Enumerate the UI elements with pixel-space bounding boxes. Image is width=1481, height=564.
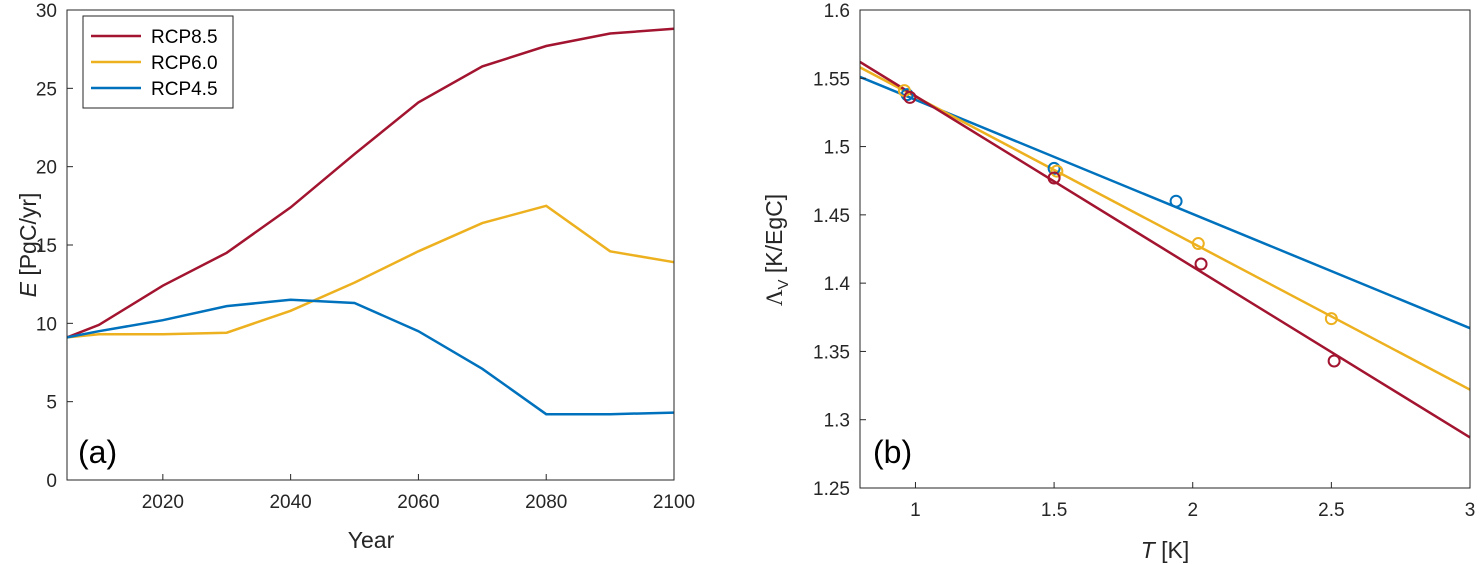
y-tick-label: 1.4 <box>824 274 851 295</box>
data-point-red <box>1327 354 1341 368</box>
panel-b-xlabel-unit: [K] <box>1155 537 1190 563</box>
data-point-yellow <box>1191 237 1205 251</box>
data-point-yellow <box>1324 312 1338 326</box>
x-tick-label: 2020 <box>142 492 184 513</box>
data-point-red <box>1194 257 1208 271</box>
y-tick-label: 1.45 <box>813 206 850 227</box>
panel-b-xlabel-symbol: T <box>1141 537 1157 563</box>
y-tick-label: 0 <box>46 471 57 492</box>
x-tick-label: 2100 <box>653 492 695 513</box>
panel-a-ylabel: E [PgC/yr] <box>15 193 41 298</box>
series-line-rcp85 <box>66 27 675 339</box>
x-tick-label: 2060 <box>397 492 439 513</box>
panel-a-legend: RCP8.5 RCP6.0 RCP4.5 <box>82 15 234 109</box>
data-point-blue <box>1047 161 1061 175</box>
x-tick-label: 1.5 <box>1041 500 1067 521</box>
data-point-yellow <box>1050 164 1064 178</box>
data-point-red <box>903 90 917 104</box>
x-tick-label: 2080 <box>525 492 567 513</box>
y-tick-label: 30 <box>36 1 57 22</box>
panel-b-ylabel: ΛV [K/EgC] <box>761 194 792 306</box>
y-tick-label: 1.3 <box>824 411 850 432</box>
panel-b-series <box>859 60 1471 439</box>
panel-b-label: (b) <box>873 434 912 470</box>
panel-a-ylabel-symbol: E <box>15 281 41 297</box>
panel-b-ylabel-subscript: V <box>775 279 792 289</box>
y-tick-label: 20 <box>36 158 57 179</box>
y-tick-label: 25 <box>36 79 57 100</box>
panel-a-label: (a) <box>78 434 117 470</box>
fit-line-red <box>859 60 1471 439</box>
y-tick-label: 1.35 <box>813 342 850 363</box>
series-line-rcp45 <box>66 298 675 416</box>
y-tick-label: 1.55 <box>813 69 850 90</box>
y-tick-label: 1.5 <box>824 138 850 159</box>
panel-b: 1 1.5 2 2.5 3 1.25 1.3 1.35 1.4 1.45 1.5 1.55 1.6 (b… <box>761 1 1475 563</box>
panel-b-axes-box <box>859 9 1471 489</box>
y-tick-label: 1.6 <box>824 1 850 22</box>
panel-a-series <box>66 27 675 416</box>
y-tick-label: 10 <box>36 314 57 335</box>
y-tick-label: 5 <box>46 393 57 414</box>
panel-b-ylabel-unit: [K/EgC] <box>761 194 787 280</box>
x-tick-label: 3 <box>1465 500 1476 521</box>
panel-b-xlabel: T [K] <box>1141 537 1190 563</box>
x-tick-label: 2040 <box>269 492 311 513</box>
legend-box <box>82 15 234 109</box>
x-tick-label: 2.5 <box>1318 500 1344 521</box>
panel-a-ylabel-unit: [PgC/yr] <box>15 193 41 282</box>
legend-label-rcp45: RCP4.5 <box>151 79 218 100</box>
data-point-red <box>1047 171 1061 185</box>
data-point-blue <box>1169 194 1183 208</box>
y-tick-label: 1.25 <box>813 479 850 500</box>
panel-a-xlabel: Year <box>348 527 395 553</box>
y-tick-label: 15 <box>36 236 57 257</box>
series-line-rcp60 <box>66 204 675 339</box>
legend-label-rcp60: RCP6.0 <box>151 53 218 74</box>
panel-a-ticks: 2020 2040 2060 2080 2100 0 5 10 15 20 25 30 <box>36 1 695 513</box>
panel-b-ticks: 1 1.5 2 2.5 3 1.25 1.3 1.35 1.4 1.45 1.5 1.55 1.6 <box>813 1 1475 521</box>
fit-line-yellow <box>859 66 1471 391</box>
x-tick-label: 2 <box>1187 500 1198 521</box>
x-tick-label: 1 <box>910 500 921 521</box>
panel-a: 2020 2040 2060 2080 2100 0 5 10 15 20 25 30 (a) Yea… <box>15 1 695 553</box>
panel-b-ylabel-symbol: Λ <box>762 289 787 306</box>
fit-line-blue <box>859 75 1471 330</box>
legend-label-rcp85: RCP8.5 <box>151 27 218 48</box>
